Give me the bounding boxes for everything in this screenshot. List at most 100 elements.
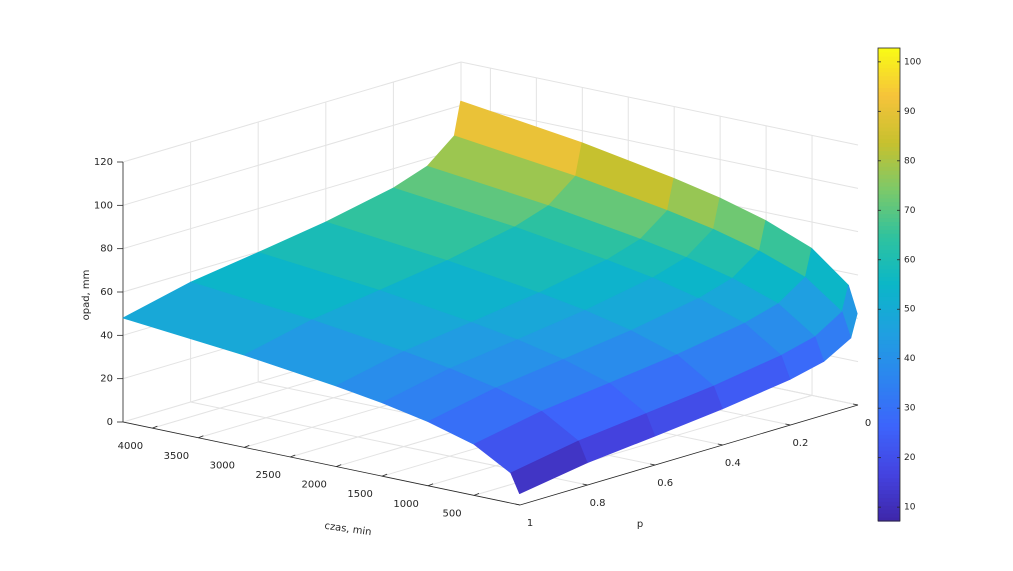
colorbar-band: [878, 469, 900, 475]
colorbar-band: [878, 233, 900, 238]
colorbar-band: [878, 260, 900, 266]
colorbar-band: [878, 457, 900, 463]
colorbar-band: [878, 249, 900, 254]
x-tick: [244, 444, 250, 448]
colorbar-band: [878, 426, 900, 431]
colorbar-band: [878, 501, 900, 506]
colorbar-band: [878, 166, 900, 171]
colorbar-band: [878, 193, 900, 199]
colorbar-band: [878, 319, 900, 325]
colorbar-band: [878, 225, 900, 230]
colorbar-band: [878, 430, 900, 435]
colorbar-band: [878, 146, 900, 152]
colorbar-band: [878, 107, 900, 112]
colorbar-band: [878, 453, 900, 459]
colorbar-band: [878, 95, 900, 100]
colorbar-tick-label: 60: [904, 255, 916, 265]
x-tick: [473, 493, 480, 496]
colorbar-band: [878, 197, 900, 203]
colorbar-band: [878, 406, 900, 412]
colorbar-band: [878, 71, 900, 77]
colorbar-band: [878, 174, 900, 179]
colorbar-band: [878, 115, 900, 120]
x-tick: [336, 464, 342, 467]
colorbar-band: [878, 343, 900, 349]
colorbar-band: [878, 150, 900, 156]
colorbar-band: [878, 221, 900, 226]
y-tick-label: 0: [865, 418, 871, 429]
colorbar-tick-label: 30: [904, 404, 916, 414]
colorbar-band: [878, 111, 900, 116]
colorbar-band: [878, 347, 900, 353]
colorbar-band: [878, 245, 900, 250]
colorbar-band: [878, 300, 900, 305]
colorbar-band: [878, 398, 900, 404]
colorbar-band: [878, 383, 900, 388]
y-tick-label: 1: [527, 518, 533, 529]
z-tick-label: 80: [100, 244, 113, 255]
z-tick-label: 20: [100, 374, 113, 385]
colorbar-band: [878, 185, 900, 191]
colorbar-band: [878, 189, 900, 195]
colorbar-band: [878, 67, 900, 73]
colorbar-band: [878, 473, 900, 479]
colorbar-band: [878, 170, 900, 175]
colorbar-band: [878, 276, 900, 282]
colorbar-band: [878, 126, 900, 132]
colorbar-band: [878, 442, 900, 447]
y-tick-label: 0.4: [725, 458, 741, 469]
x-tick: [290, 454, 296, 458]
colorbar-band: [878, 209, 900, 215]
y-tick: [514, 503, 521, 506]
y-tick: [717, 443, 723, 446]
y-tick-label: 0.6: [657, 478, 673, 489]
colorbar-band: [878, 83, 900, 89]
grid-line: [460, 61, 859, 146]
colorbar-band: [878, 481, 900, 487]
colorbar-band: [878, 118, 900, 124]
colorbar-band: [878, 48, 900, 53]
colorbar-band: [878, 162, 900, 167]
colorbar-band: [878, 410, 900, 416]
z-tick-label: 60: [100, 287, 113, 298]
colorbar-band: [878, 91, 900, 96]
colorbar-band: [878, 461, 900, 467]
colorbar-band: [878, 335, 900, 341]
colorbar-band: [878, 237, 900, 242]
colorbar-band: [878, 323, 900, 329]
x-tick-label: 1500: [347, 489, 372, 500]
colorbar-tick-label: 90: [904, 107, 916, 117]
z-tick-label: 0: [107, 417, 113, 428]
colorbar-band: [878, 517, 900, 522]
colorbar-band: [878, 296, 900, 301]
grid-line: [122, 61, 462, 163]
colorbar-band: [878, 359, 900, 364]
colorbar-band: [878, 386, 900, 392]
colorbar-band: [878, 394, 900, 400]
colorbar-band: [878, 390, 900, 396]
colorbar-band: [878, 63, 900, 69]
colorbar-band: [878, 252, 900, 258]
colorbar-band: [878, 182, 900, 187]
colorbar-tick-label: 70: [904, 206, 916, 216]
colorbar-band: [878, 138, 900, 144]
y-axis: [519, 404, 859, 506]
colorbar-band: [878, 154, 900, 159]
colorbar-band: [878, 379, 900, 384]
z-tick-label: 100: [94, 200, 113, 211]
x-tick-label: 3500: [164, 451, 189, 462]
y-tick: [852, 403, 859, 406]
colorbar-tick-label: 10: [904, 503, 916, 513]
colorbar-band: [878, 497, 900, 502]
colorbar-band: [878, 201, 900, 207]
colorbar-band: [878, 509, 900, 514]
colorbar-band: [878, 55, 900, 61]
grid-line: [122, 104, 462, 206]
colorbar-band: [878, 489, 900, 495]
colorbar-band: [878, 446, 900, 451]
colorbar-band: [878, 241, 900, 246]
colorbar-band: [878, 99, 900, 104]
colorbar-band: [878, 288, 900, 293]
colorbar-band: [878, 284, 900, 290]
